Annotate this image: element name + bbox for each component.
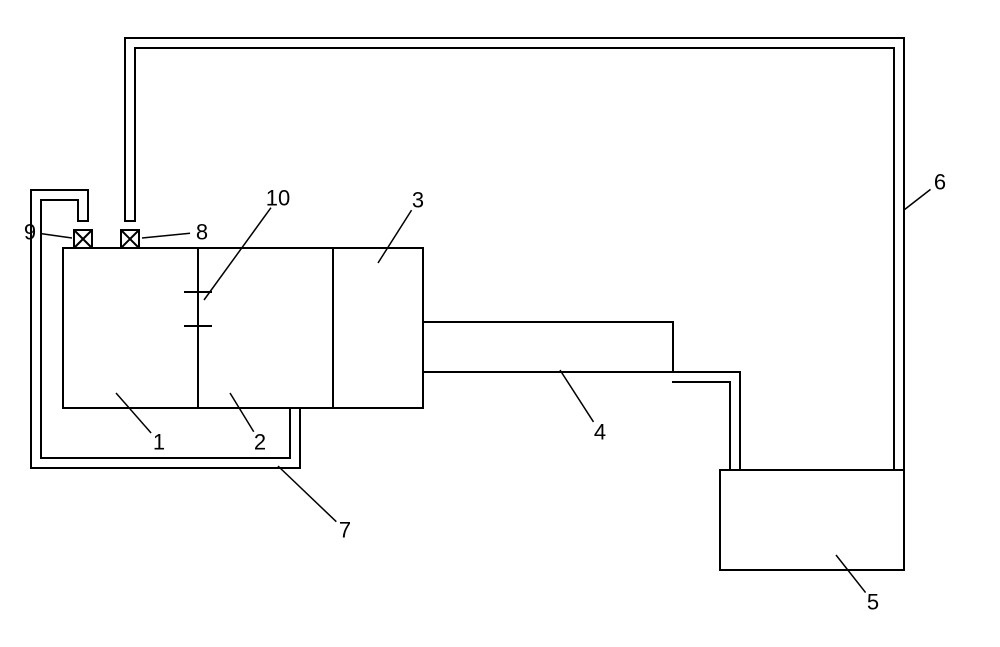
leader-2 [230, 393, 254, 432]
block-1 [63, 248, 198, 408]
leader-10 [204, 208, 271, 300]
block-5 [720, 470, 904, 570]
label-9: 9 [24, 220, 36, 245]
leader-1 [116, 393, 151, 433]
leader-5 [836, 555, 866, 593]
pipe-4-to-5 [673, 372, 740, 470]
diagram-canvas: 1 2 3 4 5 6 7 8 9 10 [0, 0, 1000, 647]
label-10: 10 [266, 186, 290, 211]
leader-8 [142, 233, 190, 238]
block-2 [198, 248, 333, 408]
pipe-6 [125, 38, 904, 470]
pipe-7 [31, 190, 300, 468]
leader-7 [278, 466, 336, 522]
block-3 [333, 248, 423, 408]
label-6: 6 [934, 170, 946, 195]
leader-4 [560, 370, 593, 422]
block-4 [423, 322, 673, 372]
label-1: 1 [153, 430, 165, 455]
label-4: 4 [594, 420, 606, 445]
label-7: 7 [339, 518, 351, 543]
leader-3 [378, 210, 412, 263]
label-3: 3 [412, 188, 424, 213]
leader-9 [42, 234, 72, 238]
label-2: 2 [254, 430, 266, 455]
label-5: 5 [867, 590, 879, 615]
leader-6 [904, 189, 931, 210]
label-8: 8 [196, 220, 208, 245]
